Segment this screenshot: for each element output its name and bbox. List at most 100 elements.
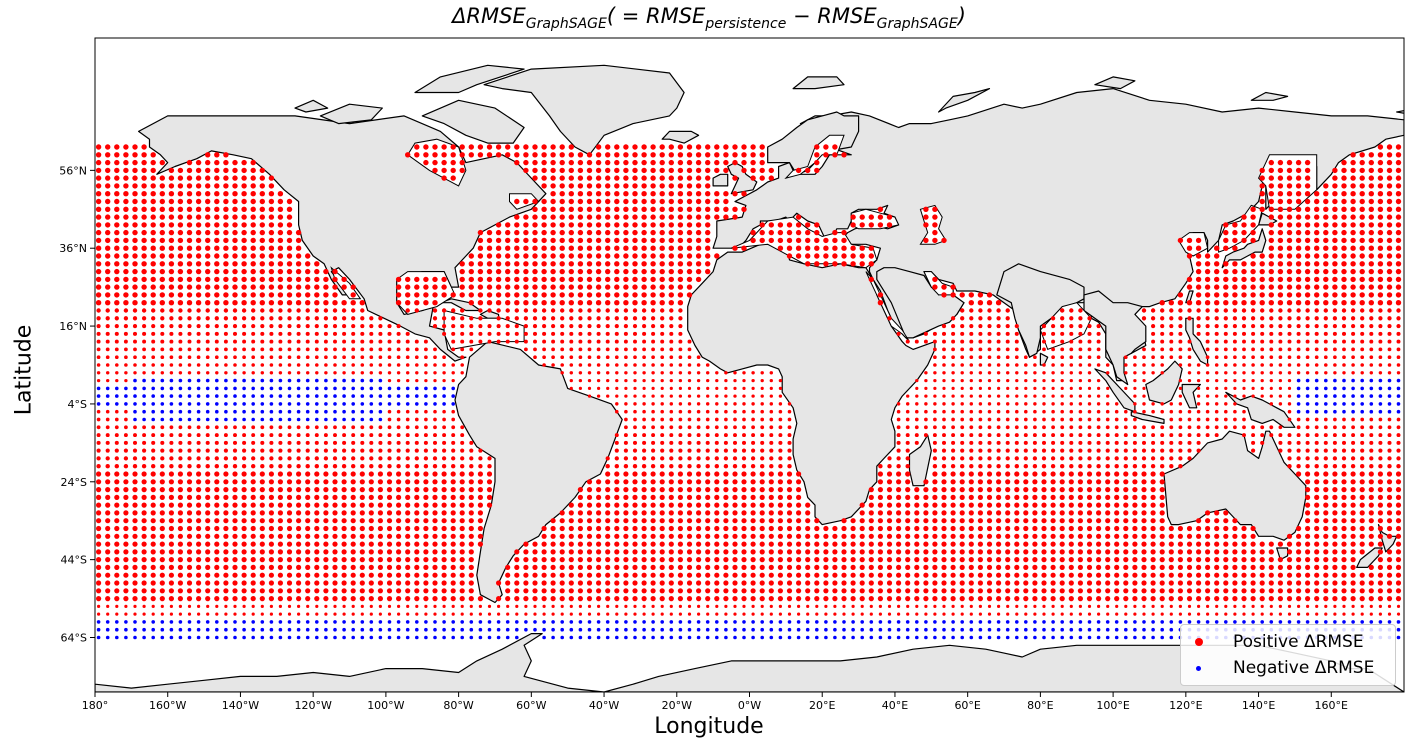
positive-point [114, 525, 120, 532]
negative-point [360, 627, 365, 632]
positive-point [1106, 386, 1110, 390]
positive-point [624, 347, 628, 352]
positive-point [1042, 363, 1046, 367]
positive-point [1114, 518, 1120, 524]
positive-point [406, 378, 410, 383]
positive-point [106, 378, 110, 383]
positive-point [1023, 588, 1029, 594]
positive-point [468, 510, 474, 516]
positive-point [705, 494, 711, 500]
positive-point [1268, 580, 1274, 586]
positive-point [1142, 394, 1146, 398]
negative-point [905, 635, 910, 640]
positive-point [605, 363, 610, 367]
positive-point [1386, 479, 1393, 485]
positive-point [1177, 549, 1183, 555]
positive-point [215, 612, 219, 616]
positive-point [441, 572, 447, 578]
positive-point [96, 557, 102, 563]
positive-point [1051, 425, 1055, 430]
positive-point [978, 409, 983, 414]
positive-point [186, 525, 193, 532]
positive-point [1250, 572, 1256, 578]
positive-point [996, 402, 1001, 406]
positive-point [932, 549, 938, 555]
positive-point [915, 402, 919, 406]
positive-point [1332, 549, 1338, 555]
positive-point [705, 479, 711, 485]
positive-point [859, 502, 865, 508]
positive-point [741, 487, 747, 493]
positive-point [941, 456, 947, 461]
positive-point [586, 502, 593, 508]
positive-point [169, 433, 174, 438]
negative-point [1351, 394, 1355, 398]
positive-point [423, 494, 429, 500]
positive-point [614, 596, 620, 602]
negative-point [1233, 620, 1237, 624]
positive-point [696, 433, 701, 438]
positive-point [668, 588, 674, 594]
positive-point [1305, 596, 1311, 602]
positive-point [433, 378, 437, 383]
positive-point [1159, 510, 1165, 516]
positive-point [1396, 417, 1401, 422]
positive-point [105, 564, 111, 571]
positive-point [660, 612, 664, 616]
positive-point [1141, 557, 1147, 563]
negative-point [369, 635, 374, 640]
positive-point [569, 371, 574, 375]
positive-point [1078, 612, 1082, 616]
positive-point [477, 541, 483, 547]
positive-point [914, 588, 920, 594]
negative-point [333, 394, 337, 398]
positive-point [478, 612, 482, 616]
positive-point [397, 604, 401, 609]
positive-point [615, 371, 619, 375]
positive-point [1159, 533, 1165, 539]
positive-point [978, 339, 983, 344]
positive-point [1386, 596, 1393, 602]
positive-point [950, 502, 956, 508]
positive-point [287, 347, 292, 352]
positive-point [1015, 604, 1019, 609]
positive-point [1251, 371, 1255, 375]
positive-point [1150, 541, 1156, 547]
positive-point [196, 433, 201, 438]
positive-point [978, 448, 983, 453]
positive-point [132, 440, 138, 445]
positive-point [651, 604, 655, 609]
positive-point [1232, 572, 1238, 578]
positive-point [724, 386, 728, 390]
positive-point [341, 580, 347, 586]
positive-point [1377, 487, 1383, 493]
positive-point [859, 541, 865, 547]
positive-point [314, 471, 320, 477]
positive-point [923, 533, 929, 539]
positive-point [1196, 564, 1202, 571]
positive-point [1332, 518, 1338, 524]
positive-point [1351, 612, 1355, 616]
positive-point [1277, 572, 1283, 578]
positive-point [351, 612, 355, 616]
positive-point [177, 487, 183, 493]
positive-point [369, 371, 374, 375]
positive-point [359, 494, 365, 500]
positive-point [350, 471, 356, 477]
positive-point [406, 604, 410, 609]
negative-point [951, 620, 955, 624]
positive-point [1332, 572, 1338, 578]
positive-point [978, 371, 983, 375]
positive-point [1206, 386, 1210, 390]
positive-point [168, 494, 174, 500]
positive-point [733, 433, 737, 438]
positive-point [497, 604, 501, 609]
negative-point [1333, 402, 1337, 406]
positive-point [1096, 363, 1101, 367]
positive-point [1232, 525, 1238, 532]
positive-point [750, 518, 756, 524]
negative-point [151, 620, 155, 624]
positive-point [132, 471, 138, 477]
negative-point [142, 394, 146, 398]
positive-point [587, 331, 592, 336]
